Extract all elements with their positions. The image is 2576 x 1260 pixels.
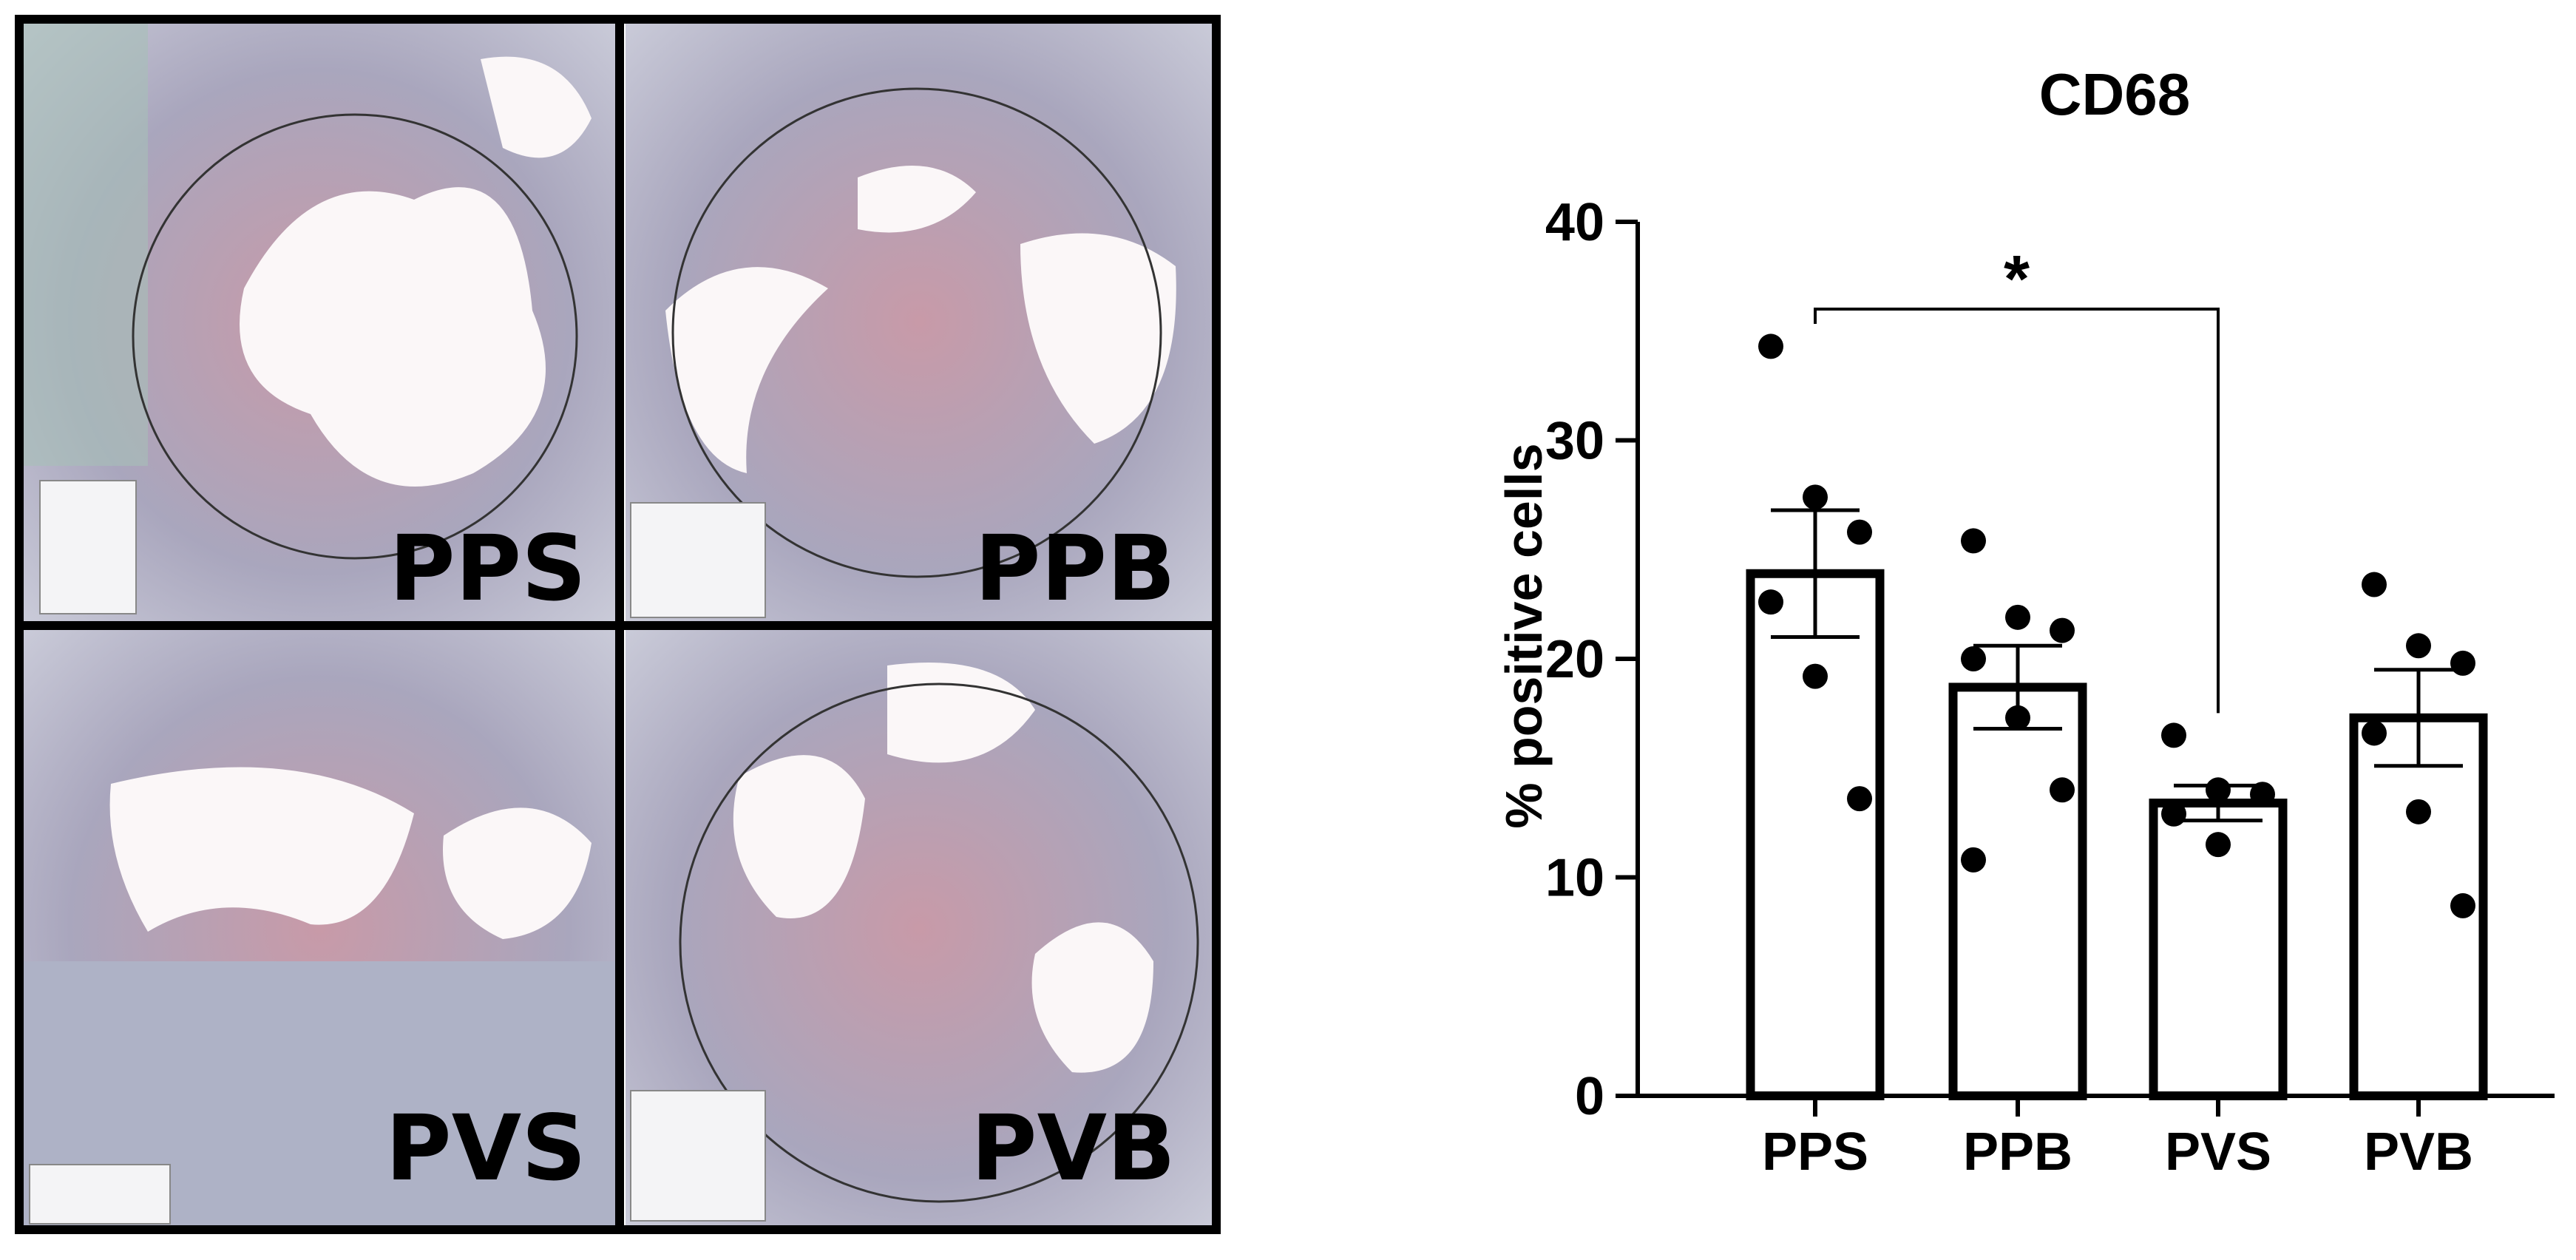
data-point: [2005, 604, 2030, 630]
y-tick-label: 10: [1545, 849, 1604, 908]
y-tick-label: 30: [1545, 412, 1604, 471]
histology-panels: PPS PPB PVS PVB: [15, 15, 1221, 1234]
data-point: [2250, 782, 2275, 807]
data-point: [2206, 832, 2231, 858]
data-point: [1961, 847, 1986, 873]
y-tick-label: 20: [1545, 630, 1604, 689]
data-point: [2406, 799, 2431, 824]
data-point: [2161, 801, 2186, 827]
data-point: [2005, 705, 2030, 731]
bar: [1948, 682, 2087, 1100]
panel-label: PVS: [385, 1096, 586, 1201]
data-point: [2362, 572, 2387, 597]
x-tick-label: PVS: [2165, 1122, 2271, 1182]
x-tick-label: PPS: [1762, 1122, 1868, 1182]
chart-title: CD68: [2039, 61, 2191, 127]
data-point: [1803, 663, 1828, 689]
significance-bracket: [1814, 308, 2220, 714]
panel-label: PVB: [971, 1096, 1176, 1201]
data-point: [1847, 519, 1872, 545]
panel-pvs: [22, 630, 617, 1227]
data-point: [1758, 589, 1783, 615]
x-tick-label: PPB: [1963, 1122, 2072, 1182]
significance-label: *: [2004, 243, 2030, 316]
data-point: [1961, 528, 1986, 554]
data-point: [2206, 777, 2231, 803]
data-point: [1758, 333, 1783, 359]
y-tick-label: 40: [1545, 193, 1604, 252]
data-point: [2362, 720, 2387, 746]
panel-label: PPS: [389, 516, 586, 621]
x-tick-label: PVB: [2364, 1122, 2473, 1182]
data-point: [2406, 633, 2431, 659]
y-axis-label: % positive cells: [1495, 443, 1553, 828]
panel-ppb: [626, 22, 1213, 621]
data-point: [2450, 892, 2475, 918]
data-point: [2161, 722, 2186, 748]
data-point: [1847, 786, 1872, 812]
y-tick-label: 0: [1575, 1067, 1604, 1126]
panel-pvb: [626, 630, 1213, 1227]
panel-label: PPB: [975, 516, 1176, 621]
data-point: [2050, 777, 2075, 803]
panel-pps: [22, 22, 617, 621]
data-point: [2050, 617, 2075, 643]
data-point: [1803, 484, 1828, 510]
data-point: [1961, 646, 1986, 671]
data-point: [2450, 650, 2475, 676]
bar: [1746, 569, 1885, 1100]
